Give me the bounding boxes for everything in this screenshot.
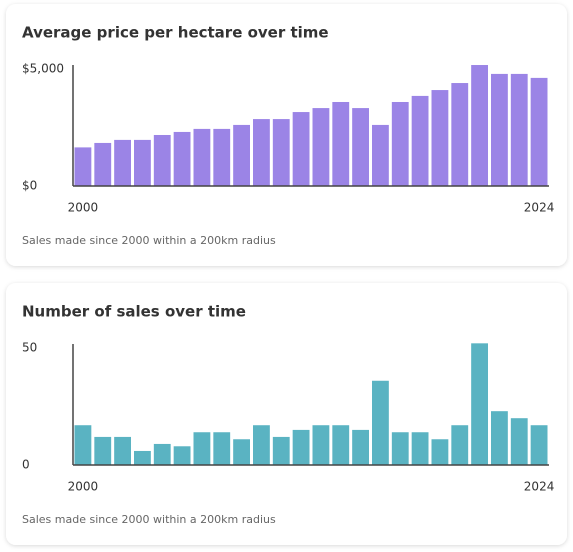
bar <box>530 77 548 186</box>
bar <box>114 436 131 465</box>
bar <box>471 343 488 465</box>
bar <box>233 439 250 465</box>
bar <box>332 101 350 186</box>
bar <box>451 425 469 465</box>
bar <box>153 134 171 186</box>
bar <box>431 90 449 186</box>
bar <box>510 73 528 186</box>
x-tick-label: 2024 <box>524 201 555 215</box>
bar <box>530 425 548 465</box>
footnote: Sales made since 2000 within a 200km rad… <box>22 234 276 247</box>
bar <box>312 425 330 465</box>
y-tick-label: 50 <box>22 341 37 355</box>
bar <box>391 432 409 465</box>
bar <box>312 108 330 186</box>
bar <box>292 429 310 465</box>
bar <box>272 436 290 465</box>
bar <box>411 432 429 465</box>
bar <box>213 128 231 186</box>
x-tick-label: 2000 <box>68 201 99 215</box>
bar <box>471 65 488 186</box>
bar <box>114 139 131 186</box>
bar <box>332 425 350 465</box>
bar <box>292 112 310 186</box>
bar <box>74 147 92 186</box>
chart-title: Average price per hectare over time <box>22 24 329 42</box>
x-tick-label: 2024 <box>524 480 555 494</box>
bar <box>153 443 171 465</box>
card <box>6 283 567 545</box>
bar <box>193 128 211 186</box>
bar <box>253 119 270 186</box>
bar <box>94 436 112 465</box>
bar <box>134 450 151 465</box>
bar <box>391 101 409 186</box>
bar <box>213 432 231 465</box>
x-tick-label: 2000 <box>68 480 99 494</box>
chart-title: Number of sales over time <box>22 303 246 321</box>
bar <box>352 429 369 465</box>
bar <box>411 95 429 186</box>
bar <box>134 139 151 186</box>
bar <box>372 124 389 186</box>
y-tick-label: 0 <box>22 458 30 472</box>
bar <box>272 119 290 186</box>
bar <box>193 432 211 465</box>
bar <box>173 446 191 465</box>
y-tick-label: $5,000 <box>22 62 64 76</box>
bar <box>94 142 112 186</box>
bar <box>372 380 389 465</box>
bar <box>451 83 469 186</box>
bar <box>491 411 508 465</box>
bar <box>233 124 250 186</box>
bar <box>491 73 508 186</box>
bar <box>352 108 369 186</box>
footnote: Sales made since 2000 within a 200km rad… <box>22 513 276 526</box>
bar <box>431 439 449 465</box>
bar <box>173 131 191 186</box>
bar <box>510 418 528 465</box>
y-tick-label: $0 <box>22 179 37 193</box>
bar <box>253 425 270 465</box>
bar <box>74 425 92 465</box>
